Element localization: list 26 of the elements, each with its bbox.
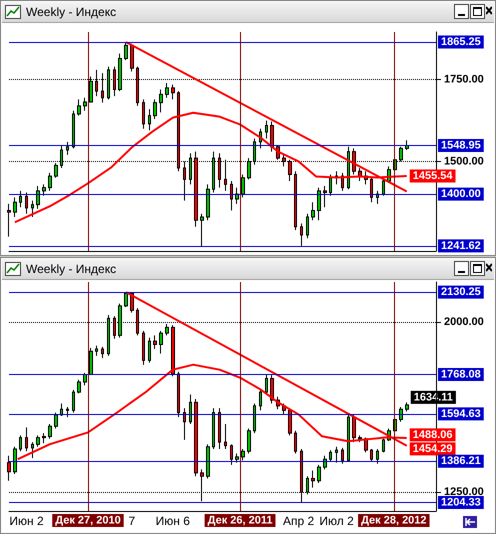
ref-line-label: 1204.33 (441, 496, 481, 509)
chart-title: Weekly - Индекс (26, 4, 116, 21)
ref-line-label: 1594.63 (441, 408, 481, 420)
ref-line-label: 1865.25 (441, 36, 481, 48)
ref-line-label: 1386.21 (441, 455, 481, 468)
ref-line-label: 1241.62 (441, 240, 481, 252)
x-tick-label: Июл 2 (319, 514, 354, 528)
data-label: 1454.29 (412, 442, 453, 455)
ref-line-label: Дек 27, 2010 (55, 514, 121, 526)
data-label: 1455.54 (412, 170, 454, 182)
ref-line-label: 1548.95 (441, 139, 481, 152)
x-tick-label: Июн 6 (156, 514, 190, 528)
chart-title: Weekly - Индекс (26, 261, 116, 278)
ref-line-label: Дек 28, 2012 (361, 514, 427, 526)
ref-line-label: 1768.08 (441, 368, 481, 380)
x-tick-label: 7 (128, 514, 136, 528)
y-tick-label: 1500.00 (444, 155, 484, 168)
x-tick-label: Апр 2 (282, 514, 314, 528)
data-label: 1488.06 (412, 428, 453, 441)
ref-line-label: Дек 26, 2011 (208, 514, 272, 526)
y-tick-label: 1750.00 (444, 74, 484, 86)
ref-line-label: 2130.25 (441, 286, 481, 298)
y-tick-label: 1250.00 (444, 486, 484, 498)
y-tick-label: 2000.00 (444, 316, 484, 328)
ref-line-label: 1400.00 (441, 188, 481, 200)
x-tick-label: Июн 2 (9, 514, 44, 528)
